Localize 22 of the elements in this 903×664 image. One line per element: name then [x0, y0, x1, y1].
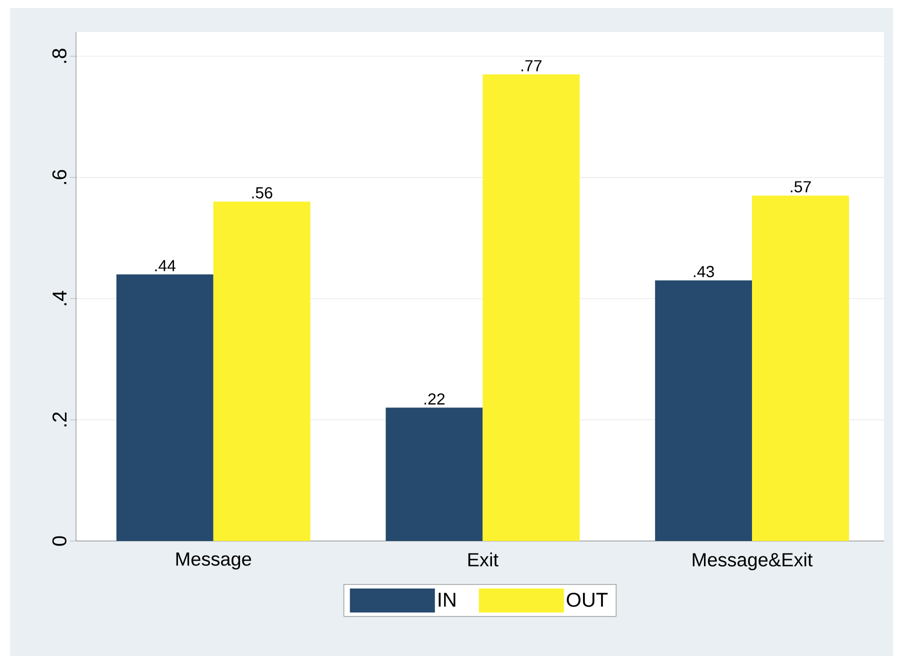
- x-tick-label: Message&Exit: [692, 552, 813, 570]
- bar: [752, 196, 849, 541]
- y-tick-label: .6: [52, 170, 66, 184]
- y-tick-label: .4: [52, 290, 66, 306]
- data-label: .44: [155, 260, 176, 272]
- data-label: .43: [694, 266, 714, 278]
- bar: [116, 274, 214, 541]
- x-tick-label: Message: [176, 552, 252, 570]
- legend-label: IN: [438, 592, 456, 607]
- bar: [655, 280, 752, 541]
- legend-label: OUT: [566, 592, 608, 607]
- data-label: .56: [252, 187, 272, 198]
- y-tick-label: 0: [52, 536, 66, 546]
- data-label: .77: [522, 60, 542, 72]
- y-tick-label: .8: [52, 48, 66, 63]
- bar: [386, 408, 483, 541]
- data-label: .22: [424, 393, 445, 404]
- data-label: .57: [790, 181, 811, 192]
- bar: [482, 74, 580, 541]
- bar: [213, 202, 310, 541]
- y-tick-label: .2: [52, 412, 66, 426]
- x-tick-label: Exit: [468, 552, 498, 566]
